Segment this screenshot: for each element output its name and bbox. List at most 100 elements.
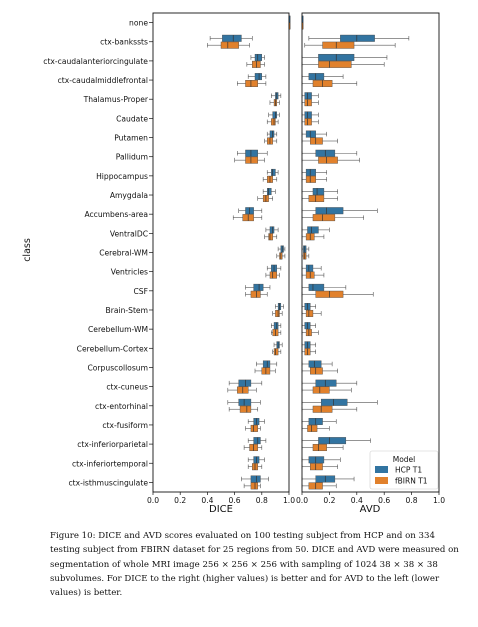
box bbox=[220, 41, 239, 49]
box bbox=[312, 405, 333, 413]
category-label: Cerebellum-WM bbox=[88, 325, 148, 334]
category-label: Accumbens-area bbox=[84, 210, 148, 219]
x-tick-label: 0.4 bbox=[201, 496, 213, 505]
box bbox=[245, 156, 258, 164]
legend-label-hcp: HCP T1 bbox=[395, 466, 422, 475]
legend-title: Model bbox=[393, 455, 416, 464]
category-label: Hippocampus bbox=[96, 172, 148, 181]
figure-caption: Figure 10: DICE and AVD scores evaluated… bbox=[50, 531, 459, 599]
box bbox=[250, 424, 258, 432]
legend-swatch-hcp bbox=[375, 466, 388, 473]
dice-x-axis-label: DICE bbox=[209, 504, 233, 515]
y-axis-label: class bbox=[22, 238, 33, 262]
box bbox=[312, 386, 330, 394]
box bbox=[269, 271, 277, 279]
box bbox=[273, 348, 279, 356]
category-label: VentralDC bbox=[110, 229, 148, 238]
x-tick-label: 0.4 bbox=[351, 496, 363, 505]
category-label: Amygdala bbox=[110, 191, 148, 200]
x-tick-label: 1.0 bbox=[433, 496, 445, 505]
box bbox=[318, 60, 352, 68]
box bbox=[305, 309, 314, 317]
legend: Model HCP T1 fBIRN T1 bbox=[369, 450, 439, 490]
box bbox=[305, 175, 316, 183]
category-label: Ventricles bbox=[111, 268, 148, 277]
box bbox=[322, 41, 355, 49]
x-tick-label: 0.8 bbox=[256, 496, 268, 505]
box bbox=[312, 444, 327, 452]
plot-area bbox=[153, 13, 289, 492]
x-tick-label: 0.0 bbox=[296, 496, 308, 505]
plot-frame bbox=[301, 12, 440, 493]
legend-label-fbirn: fBIRN T1 bbox=[395, 477, 428, 486]
box bbox=[271, 118, 276, 126]
category-label: ctx-inferiorparietal bbox=[77, 440, 148, 449]
box bbox=[238, 398, 252, 406]
box bbox=[308, 73, 325, 81]
box bbox=[315, 207, 344, 215]
category-label: none bbox=[129, 19, 148, 28]
box bbox=[315, 379, 337, 387]
box bbox=[318, 156, 338, 164]
box bbox=[305, 168, 316, 176]
box bbox=[312, 188, 325, 196]
box bbox=[304, 92, 312, 100]
box bbox=[250, 475, 261, 483]
x-tick-label: 0.2 bbox=[174, 496, 186, 505]
category-label: ctx-bankssts bbox=[100, 38, 148, 47]
category-label: CSF bbox=[134, 287, 149, 296]
box bbox=[340, 34, 375, 42]
box bbox=[308, 195, 325, 202]
category-label: Thalamus-Proper bbox=[83, 95, 149, 104]
category-label: Caudate bbox=[116, 114, 148, 123]
dice-panel: 0.0 0.2 0.4 0.6 0.8 1.0 bbox=[147, 12, 295, 505]
box bbox=[253, 437, 261, 445]
box bbox=[310, 137, 323, 145]
box bbox=[304, 99, 312, 107]
x-tick-label: 0.6 bbox=[229, 496, 241, 505]
box bbox=[312, 214, 336, 222]
box bbox=[269, 130, 275, 138]
x-tick-label: 0.2 bbox=[323, 496, 335, 505]
box bbox=[275, 309, 280, 317]
x-tick-label: 0.0 bbox=[147, 496, 159, 505]
category-label: ctx-cuneus bbox=[106, 383, 148, 392]
category-labels: none ctx-bankssts ctx-caudalanteriorcingul… bbox=[43, 19, 153, 487]
box bbox=[250, 482, 258, 490]
category-label: ctx-inferiortemporal bbox=[72, 459, 148, 468]
box bbox=[269, 226, 275, 234]
category-label: Cerebral-WM bbox=[99, 249, 148, 258]
box bbox=[245, 149, 258, 157]
boxplot-figure: 0.0 0.2 0.4 0.6 0.8 1.0 0.0 0.2 0.4 0.6 0.8 1.0 no… bbox=[22, 12, 445, 515]
box bbox=[318, 437, 347, 445]
box bbox=[238, 379, 252, 387]
category-label: Cerebellum-Cortex bbox=[77, 344, 149, 353]
legend-swatch-fbirn bbox=[375, 477, 388, 484]
category-label: Brain-Stem bbox=[105, 306, 148, 315]
box bbox=[254, 73, 263, 81]
category-label: ctx-caudalmiddlefrontal bbox=[58, 76, 148, 85]
avd-panel: 0.0 0.2 0.4 0.6 0.8 1.0 bbox=[296, 12, 445, 505]
x-tick-label: 1.0 bbox=[283, 496, 295, 505]
category-label: Putamen bbox=[114, 134, 148, 143]
category-label: ctx-isthmuscingulate bbox=[68, 478, 148, 487]
x-tick-label: 0.6 bbox=[378, 496, 390, 505]
box bbox=[239, 405, 252, 413]
box bbox=[272, 111, 277, 119]
box bbox=[304, 118, 312, 126]
box bbox=[320, 398, 348, 406]
box bbox=[310, 367, 323, 375]
box bbox=[307, 226, 319, 234]
box bbox=[305, 130, 316, 138]
box bbox=[308, 283, 325, 291]
box bbox=[308, 360, 322, 368]
category-label: ctx-entorhinal bbox=[95, 402, 148, 411]
box bbox=[262, 360, 271, 368]
box bbox=[245, 80, 258, 87]
box bbox=[250, 290, 261, 298]
box bbox=[222, 34, 242, 42]
x-tick-label: 0.8 bbox=[406, 496, 418, 505]
category-label: ctx-caudalanteriorcingulate bbox=[43, 57, 148, 66]
box bbox=[307, 424, 318, 432]
box bbox=[253, 283, 264, 291]
